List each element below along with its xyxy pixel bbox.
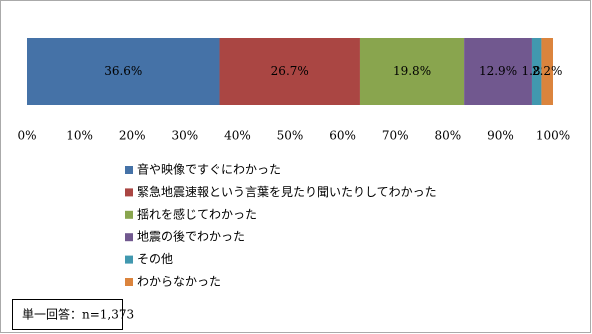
x-tick-label: 10%	[66, 129, 93, 143]
legend-swatch	[125, 166, 133, 174]
x-tick-label: 100%	[536, 129, 570, 143]
value-label: 36.6%	[104, 64, 142, 78]
legend-label: その他	[137, 252, 173, 266]
legend-label: 揺れを感じてわかった	[137, 206, 257, 221]
x-tick-label: 20%	[119, 129, 146, 143]
legend-label: わからなかった	[137, 275, 221, 289]
x-tick-label: 50%	[277, 129, 304, 143]
value-label: 19.8%	[393, 64, 431, 78]
legend-swatch	[125, 233, 133, 242]
note-box	[12, 299, 123, 330]
legend-swatch	[125, 255, 133, 264]
x-tick-label: 90%	[487, 129, 514, 143]
x-tick-label: 30%	[171, 129, 198, 143]
legend-label: 音や映像ですぐにわかった	[137, 162, 281, 177]
x-tick-label: 0%	[17, 129, 36, 143]
x-tick-label: 80%	[434, 129, 461, 143]
bar-segment	[359, 38, 465, 105]
legend-label: 地震の後でわかった	[137, 230, 245, 244]
legend-swatch	[125, 278, 133, 286]
bar-segment	[541, 38, 553, 105]
legend-swatch	[125, 210, 133, 219]
x-tick-label: 40%	[224, 129, 251, 143]
legend-label: 緊急地震速報という言葉を見たり聞いたりしてわかった	[137, 184, 437, 199]
bar-segment	[464, 38, 532, 105]
bar-segment	[531, 38, 542, 105]
bar-segment	[219, 38, 360, 105]
value-label: 2.2%	[532, 64, 563, 78]
x-tick-label: 60%	[329, 129, 356, 143]
value-label: 12.9%	[479, 64, 517, 78]
legend-swatch	[125, 188, 133, 197]
bar-segment	[27, 38, 220, 105]
note: 単一回答：n=1,373	[22, 307, 134, 322]
value-label: 26.7%	[271, 64, 309, 78]
x-tick-label: 70%	[382, 129, 409, 143]
